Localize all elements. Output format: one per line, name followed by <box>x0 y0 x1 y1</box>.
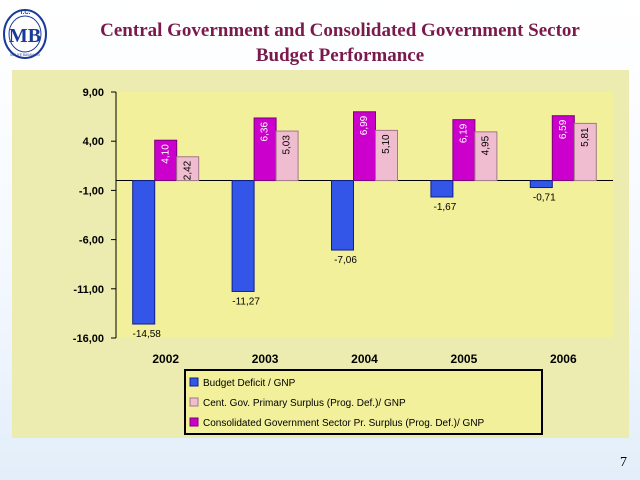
bar-series1-2006 <box>529 180 553 189</box>
legend <box>184 369 543 435</box>
data-label: 5,10 <box>381 134 392 154</box>
data-label: 5,03 <box>282 135 293 155</box>
data-label: -14,58 <box>133 329 162 340</box>
legend-swatch <box>189 417 199 427</box>
data-label: 6,99 <box>359 115 370 135</box>
legend-label: Consolidated Government Sector Pr. Surpl… <box>203 418 485 429</box>
slide-title: Central Government and Consolidated Gove… <box>50 18 630 68</box>
bar-series1-2003 <box>231 180 255 292</box>
y-tick-label: -16,00 <box>73 333 104 345</box>
x-tick-label: 2003 <box>252 352 279 366</box>
x-tick-label: 2006 <box>550 352 577 366</box>
data-label: 4,10 <box>160 144 171 164</box>
svg-text:MB: MB <box>9 25 41 47</box>
legend-swatch <box>189 377 199 387</box>
bar-series2-2006 <box>573 122 597 182</box>
x-tick-label: 2004 <box>351 352 378 366</box>
svg-text:MALİYE BAKANLIĞI: MALİYE BAKANLIĞI <box>10 52 40 57</box>
legend-swatch <box>189 397 199 407</box>
bar-series2-2002 <box>176 156 200 182</box>
bar-series1-2004 <box>331 180 354 251</box>
ministry-logo: T.C. MB MALİYE BAKANLIĞI <box>3 9 47 59</box>
data-label: -0,71 <box>533 193 556 204</box>
data-label: -7,06 <box>334 255 357 266</box>
data-label: -11,27 <box>232 296 260 307</box>
y-tick-label: 9,00 <box>83 87 104 99</box>
data-label: 6,36 <box>260 122 271 142</box>
bar-series2-2004 <box>375 129 398 182</box>
data-label: 6,59 <box>558 119 569 139</box>
x-tick-label: 2005 <box>451 352 478 366</box>
data-label: 4,95 <box>481 135 492 155</box>
slide-title-line2: Budget Performance <box>255 45 425 66</box>
bar-series1-2005 <box>430 180 454 198</box>
data-label: -1,67 <box>434 202 457 213</box>
legend-label: Budget Deficit / GNP <box>203 378 296 389</box>
data-label: 2,42 <box>182 160 193 180</box>
y-tick-label: -1,00 <box>79 185 104 197</box>
bar-series2-2005 <box>474 131 498 182</box>
y-tick-label: -6,00 <box>79 235 104 247</box>
data-label: 5,81 <box>580 127 591 147</box>
y-tick-label: -11,00 <box>73 284 104 296</box>
page-number: 7 <box>620 455 627 470</box>
y-tick-label: 4,00 <box>83 136 104 148</box>
bar-series1-2002 <box>132 180 156 325</box>
bar-series2-2003 <box>275 130 299 182</box>
x-tick-label: 2002 <box>152 352 179 366</box>
data-label: 6,19 <box>459 123 470 143</box>
svg-text:T.C.: T.C. <box>20 10 31 16</box>
legend-label: Cent. Gov. Primary Surplus (Prog. Def.)/… <box>203 398 406 409</box>
slide-title-line1: Central Government and Consolidated Gove… <box>100 20 580 41</box>
